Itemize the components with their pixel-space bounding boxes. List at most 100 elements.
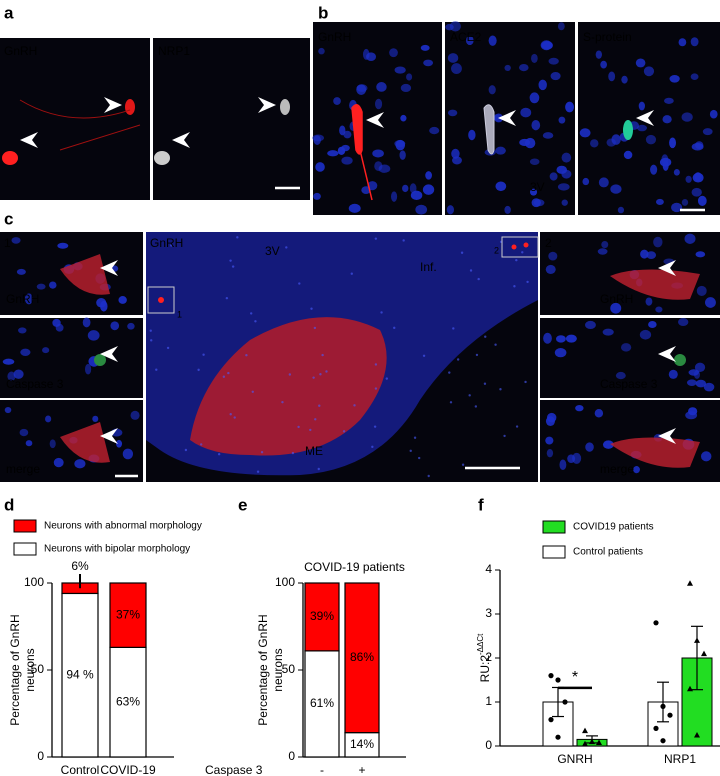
- nucleus: [333, 97, 341, 105]
- label: NRP1: [158, 44, 190, 58]
- nucleus: [637, 124, 647, 132]
- label: ME: [305, 444, 323, 458]
- label: GnRH: [318, 30, 351, 44]
- nucleus: [653, 236, 663, 248]
- nucleus: [495, 146, 506, 155]
- nucleus: [661, 154, 669, 165]
- nucleus: [229, 259, 232, 262]
- value-label: 39%: [310, 609, 334, 623]
- nucleus: [376, 82, 387, 92]
- label: a: [4, 3, 14, 22]
- nucleus: [669, 74, 680, 83]
- nucleus: [557, 22, 565, 31]
- nucleus: [451, 148, 460, 159]
- micrograph: [0, 38, 150, 200]
- nucleus: [42, 347, 50, 354]
- data-point: [589, 738, 595, 745]
- nucleus: [236, 236, 239, 239]
- nucleus: [468, 394, 471, 397]
- nucleus: [84, 363, 92, 375]
- nucleus: [545, 264, 556, 274]
- nucleus: [24, 293, 33, 305]
- nucleus: [309, 428, 312, 432]
- data-point: [562, 699, 568, 705]
- nucleus: [600, 60, 607, 69]
- nucleus: [13, 369, 24, 379]
- label: GnRH: [4, 44, 37, 58]
- bar-segment: [304, 582, 340, 652]
- nucleus: [312, 134, 324, 142]
- nucleus: [391, 191, 398, 202]
- cell: [610, 437, 700, 468]
- nucleus: [49, 281, 57, 289]
- label: merge: [600, 462, 634, 476]
- nucleus: [371, 445, 374, 449]
- nucleus: [417, 456, 421, 460]
- data-point: [660, 738, 666, 744]
- nucleus: [554, 347, 567, 358]
- data-point: [694, 732, 700, 738]
- nucleus: [709, 109, 718, 119]
- legend-swatch: [13, 542, 37, 556]
- nucleus: [582, 177, 590, 186]
- cell: [523, 242, 529, 248]
- nucleus: [695, 379, 707, 388]
- nucleus: [394, 66, 406, 74]
- nucleus: [260, 451, 264, 454]
- nucleus: [57, 242, 69, 249]
- nucleus: [281, 400, 284, 404]
- nucleus: [395, 139, 406, 151]
- y-tick-label: 0: [288, 749, 295, 763]
- nucleus: [519, 63, 529, 72]
- nucleus: [503, 434, 506, 438]
- nucleus: [149, 329, 152, 332]
- nucleus: [425, 171, 432, 180]
- nucleus: [325, 370, 328, 373]
- arrowhead: [636, 110, 654, 126]
- nucleus: [127, 322, 135, 330]
- nucleus: [423, 59, 434, 67]
- nucleus: [233, 416, 236, 419]
- nucleus: [314, 418, 317, 421]
- x-tick-label: -: [320, 763, 324, 776]
- nucleus: [337, 146, 346, 155]
- data-point: [653, 725, 659, 732]
- bar-segment: [344, 582, 380, 734]
- nucleus: [422, 184, 435, 195]
- cell: [610, 269, 700, 300]
- bar-segment: [344, 732, 380, 758]
- nucleus: [542, 132, 554, 139]
- nucleus: [409, 449, 412, 453]
- nucleus: [695, 251, 706, 258]
- nucleus: [291, 451, 295, 455]
- nucleus: [110, 321, 120, 331]
- arrowhead: [366, 112, 384, 128]
- nucleus: [339, 125, 346, 136]
- nucleus: [130, 410, 140, 420]
- nucleus: [184, 448, 188, 452]
- cell: [623, 120, 633, 140]
- arrowhead: [100, 346, 118, 362]
- cell: [60, 254, 110, 295]
- nucleus: [635, 58, 646, 68]
- nucleus: [681, 198, 689, 206]
- arrowhead: [258, 97, 276, 113]
- nucleus: [594, 408, 604, 418]
- label: d: [4, 495, 14, 514]
- data-point: [582, 740, 588, 747]
- nucleus: [249, 312, 253, 315]
- nucleus: [350, 272, 353, 275]
- nucleus: [222, 375, 226, 378]
- data-point: [653, 620, 659, 626]
- nucleus: [367, 181, 378, 191]
- nucleus: [579, 128, 591, 138]
- data-point: [548, 717, 554, 723]
- label: S-protein: [583, 30, 632, 44]
- legend-swatch: [13, 519, 37, 533]
- nucleus: [623, 150, 633, 160]
- nucleus: [548, 57, 559, 65]
- nucleus: [557, 183, 570, 191]
- nucleus: [531, 53, 538, 63]
- nucleus: [671, 202, 683, 213]
